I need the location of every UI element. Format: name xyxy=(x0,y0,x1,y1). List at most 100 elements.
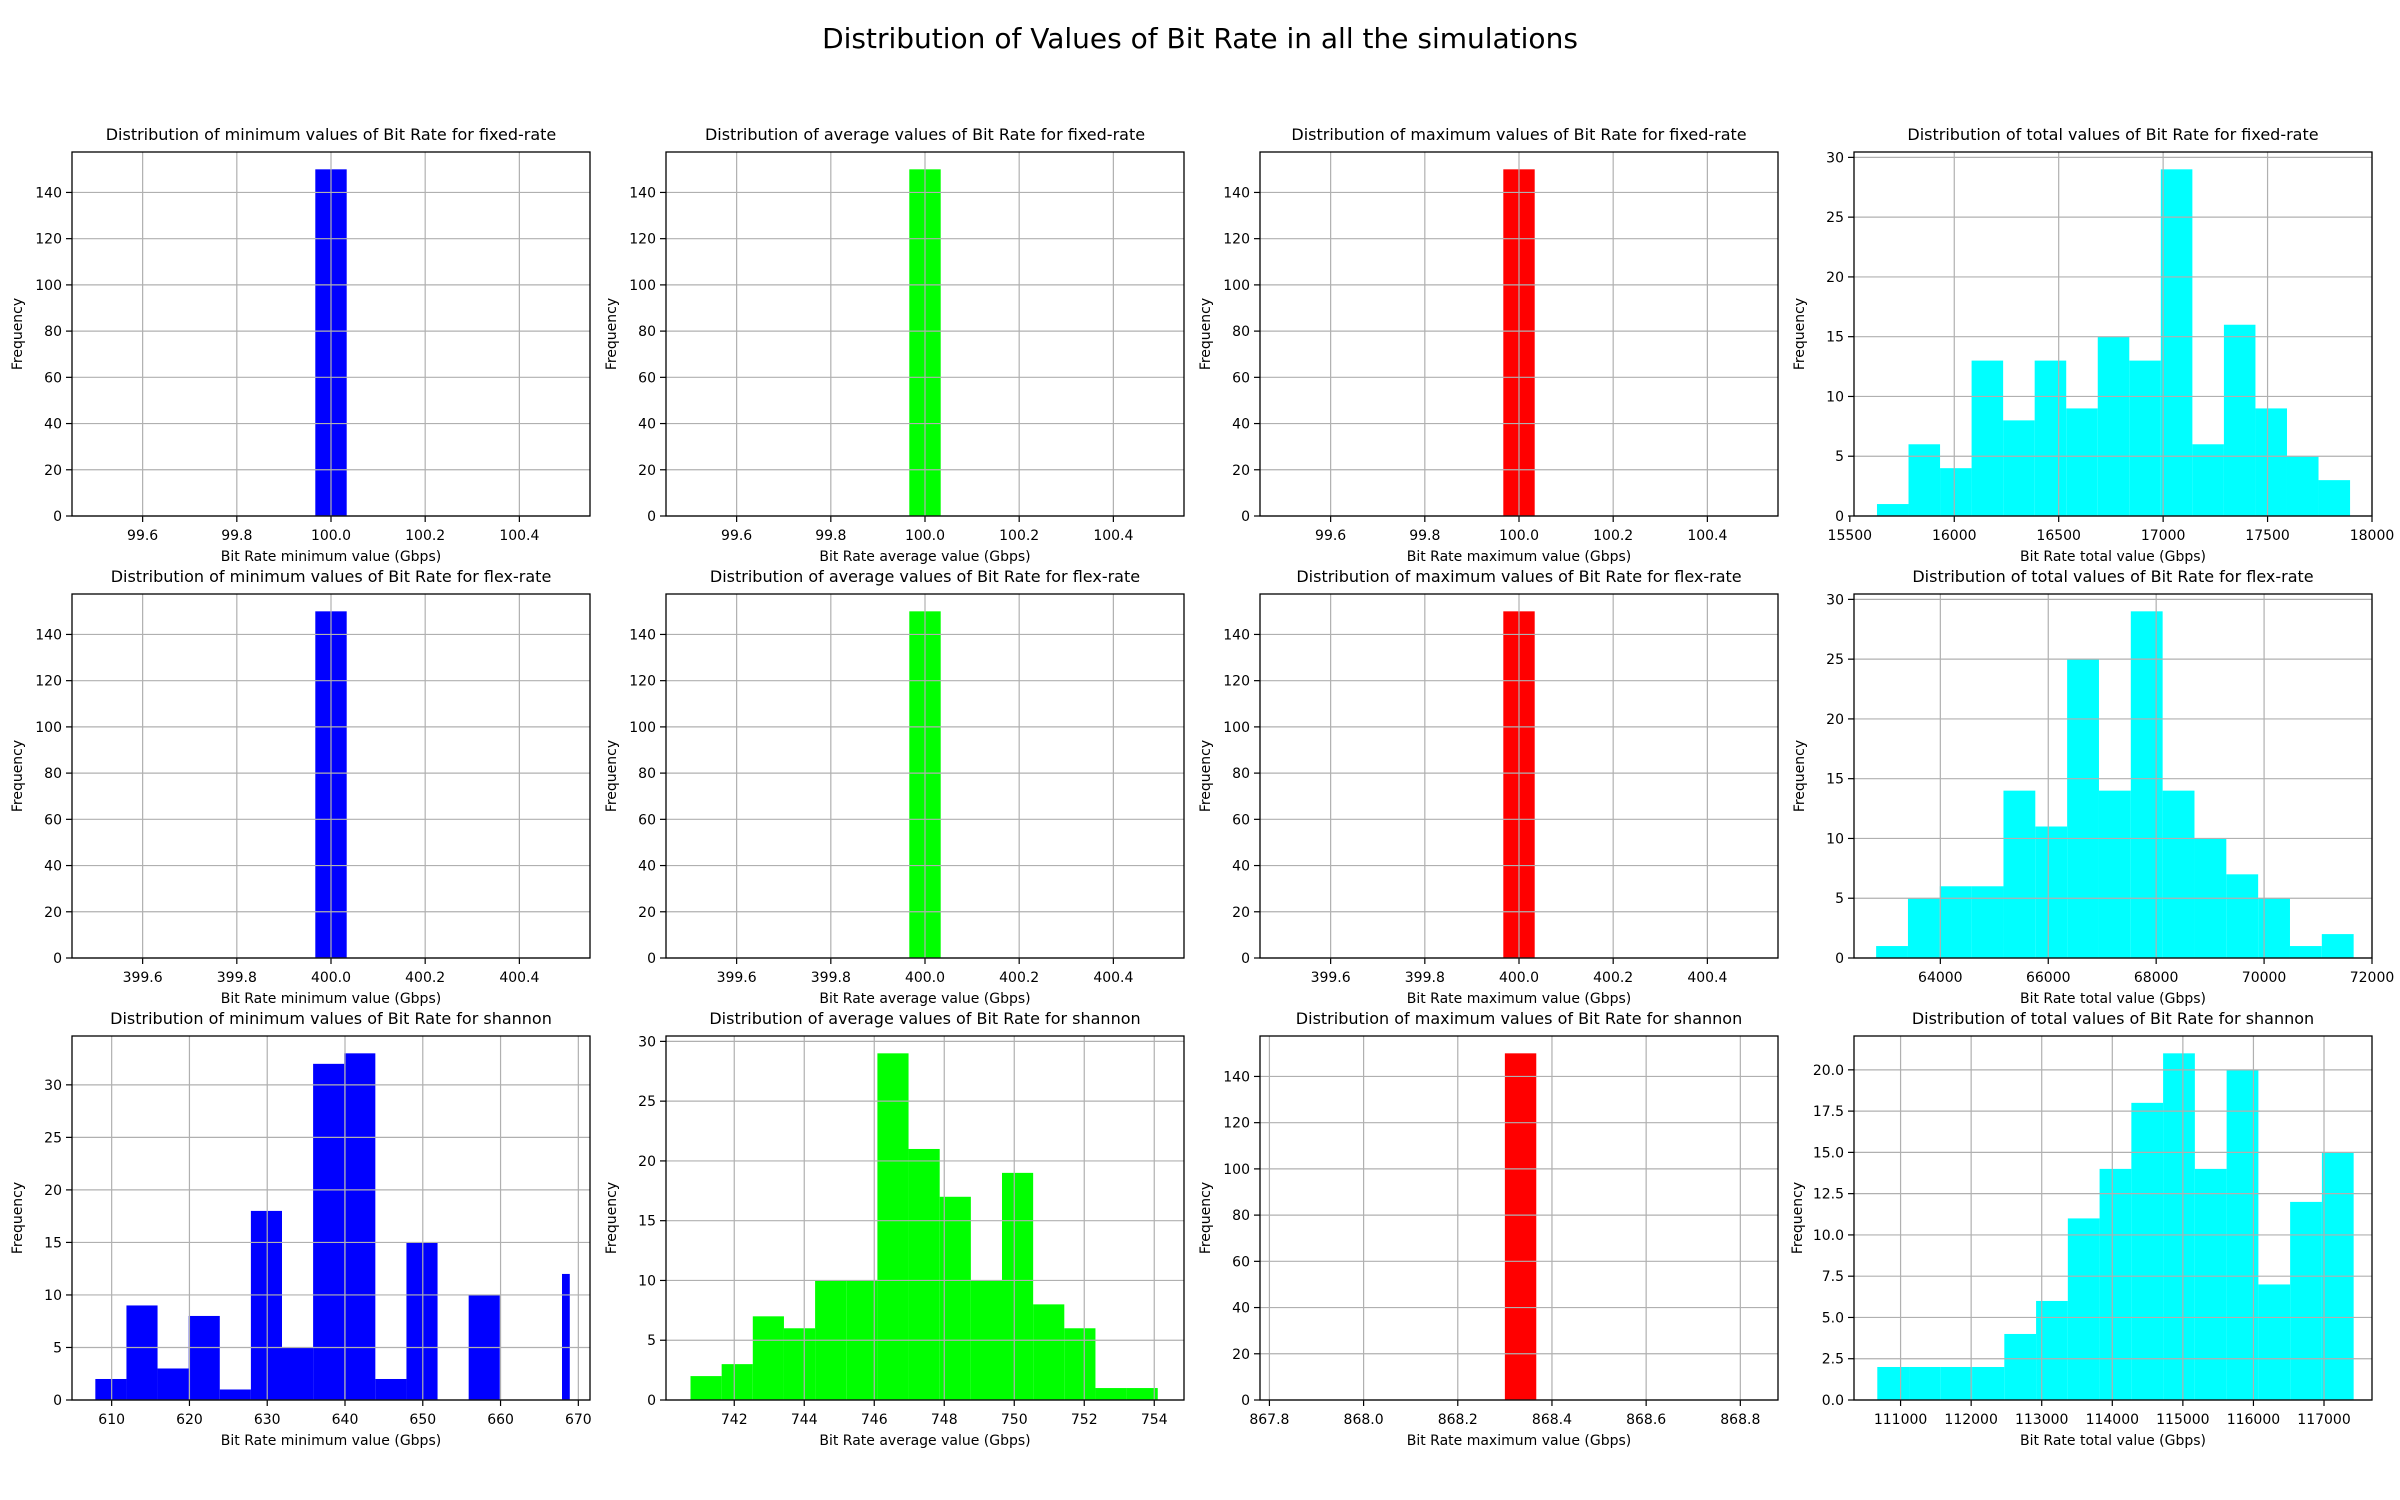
y-axis-label: Frequency xyxy=(10,298,26,370)
x-tick-label: 100.0 xyxy=(311,528,351,544)
histogram-bar xyxy=(2036,1300,2068,1400)
histogram-bar xyxy=(1972,1366,2005,1400)
histogram-bar xyxy=(1064,1328,1096,1400)
histogram-bar xyxy=(562,1273,570,1400)
histogram-bar xyxy=(2255,408,2287,516)
histogram-bar xyxy=(95,1378,127,1400)
y-tick-label: 140 xyxy=(35,185,62,201)
y-tick-label: 0.0 xyxy=(1822,1393,1844,1409)
histogram-bar xyxy=(1876,504,1909,516)
x-axis-label: Bit Rate minimum value (Gbps) xyxy=(221,991,441,1007)
figure-title: Distribution of Values of Bit Rate in al… xyxy=(822,22,1578,55)
histogram-bar xyxy=(2162,790,2195,958)
x-tick-label: 99.6 xyxy=(127,528,158,544)
y-tick-label: 0 xyxy=(53,1393,62,1409)
histogram-bar xyxy=(783,1328,816,1400)
x-tick-label: 640 xyxy=(332,1412,359,1428)
y-axis-label: Frequency xyxy=(1790,1182,1806,1254)
subplot-title: Distribution of average values of Bit Ra… xyxy=(709,1009,1140,1028)
histogram-bar xyxy=(1940,468,1972,516)
histogram-bar xyxy=(344,1053,376,1400)
axes-frame xyxy=(665,593,1185,959)
y-tick-label: 80 xyxy=(44,766,62,782)
y-tick-label: 120 xyxy=(1223,232,1250,248)
x-tick-label: 99.6 xyxy=(1315,528,1346,544)
subplot-title: Distribution of minimum values of Bit Ra… xyxy=(106,125,557,144)
y-tick-label: 25 xyxy=(44,1130,62,1146)
y-axis-label: Frequency xyxy=(1198,298,1214,370)
histogram-bar xyxy=(1126,1388,1158,1400)
y-tick-label: 0 xyxy=(1835,951,1844,967)
y-tick-label: 0 xyxy=(53,951,62,967)
histogram-bar xyxy=(1971,886,2004,958)
histogram-bar xyxy=(1939,886,1972,958)
histogram-bar xyxy=(1971,360,2004,516)
x-tick-label: 100.4 xyxy=(499,528,539,544)
x-tick-label: 868.0 xyxy=(1344,1412,1384,1428)
y-tick-label: 60 xyxy=(638,370,656,386)
y-tick-label: 80 xyxy=(638,324,656,340)
x-tick-label: 748 xyxy=(931,1412,958,1428)
y-tick-label: 15 xyxy=(638,1214,656,1230)
histogram-bar xyxy=(2067,1218,2100,1400)
x-tick-label: 746 xyxy=(861,1412,888,1428)
y-tick-label: 40 xyxy=(1232,859,1250,875)
x-tick-label: 100.0 xyxy=(905,528,945,544)
x-tick-label: 16500 xyxy=(2036,528,2081,544)
axes-frame xyxy=(71,1035,591,1401)
y-tick-label: 100 xyxy=(629,720,656,736)
x-tick-label: 670 xyxy=(565,1412,592,1428)
x-tick-label: 113000 xyxy=(2015,1412,2068,1428)
histogram-bar xyxy=(2318,480,2351,516)
histogram-bar xyxy=(2286,456,2319,516)
histogram-bar xyxy=(1095,1388,1127,1400)
histogram-bar xyxy=(2098,790,2131,958)
subplot-1-4: Distribution of total values of Bit Rate… xyxy=(1792,125,2394,565)
x-tick-label: 620 xyxy=(176,1412,203,1428)
x-tick-label: 399.6 xyxy=(717,970,757,986)
x-tick-label: 754 xyxy=(1141,1412,1168,1428)
y-tick-label: 140 xyxy=(629,627,656,643)
y-tick-label: 20 xyxy=(1232,1347,1250,1363)
y-axis-label: Frequency xyxy=(10,1182,26,1254)
histogram-bar xyxy=(2034,360,2067,516)
x-tick-label: 400.4 xyxy=(1687,970,1727,986)
y-tick-label: 15 xyxy=(1826,772,1844,788)
y-tick-label: 20 xyxy=(638,905,656,921)
y-tick-label: 80 xyxy=(638,766,656,782)
y-tick-label: 60 xyxy=(638,812,656,828)
y-tick-label: 80 xyxy=(44,324,62,340)
y-tick-label: 0 xyxy=(1241,1393,1250,1409)
y-tick-label: 0 xyxy=(53,509,62,525)
histogram-bar xyxy=(2223,324,2256,516)
histogram-bar xyxy=(313,1063,345,1400)
y-tick-label: 5 xyxy=(1835,891,1844,907)
y-tick-label: 20 xyxy=(1826,712,1844,728)
y-tick-label: 10 xyxy=(638,1273,656,1289)
x-tick-label: 400.0 xyxy=(1499,970,1539,986)
y-tick-label: 20 xyxy=(638,463,656,479)
y-tick-label: 0 xyxy=(647,1393,656,1409)
y-tick-label: 120 xyxy=(35,232,62,248)
subplot-title: Distribution of maximum values of Bit Ra… xyxy=(1296,1009,1742,1028)
subplot-title: Distribution of average values of Bit Ra… xyxy=(710,567,1140,586)
y-tick-label: 140 xyxy=(629,185,656,201)
x-tick-label: 99.6 xyxy=(721,528,752,544)
y-tick-label: 15 xyxy=(1826,330,1844,346)
y-tick-label: 10 xyxy=(1826,831,1844,847)
y-tick-label: 120 xyxy=(1223,674,1250,690)
x-tick-label: 72000 xyxy=(2350,970,2395,986)
x-tick-label: 400.2 xyxy=(999,970,1039,986)
histogram-bar xyxy=(2290,1201,2322,1400)
y-tick-label: 12.5 xyxy=(1813,1187,1844,1203)
x-tick-label: 100.0 xyxy=(1499,528,1539,544)
histogram-bar xyxy=(126,1305,158,1400)
subplot-3-4: Distribution of total values of Bit Rate… xyxy=(1790,1009,2373,1449)
y-tick-label: 10 xyxy=(44,1288,62,1304)
histogram-bar xyxy=(2130,611,2163,958)
y-axis-label: Frequency xyxy=(1792,298,1808,370)
x-tick-label: 68000 xyxy=(2134,970,2179,986)
x-tick-label: 399.6 xyxy=(1311,970,1351,986)
y-tick-label: 0 xyxy=(1241,951,1250,967)
